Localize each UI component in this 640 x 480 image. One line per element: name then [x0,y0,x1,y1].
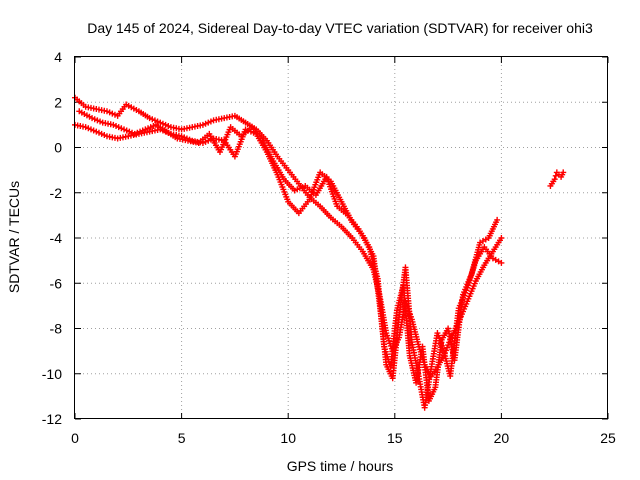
y-tick-label: -4 [50,230,63,246]
y-tick-label: 0 [54,140,62,156]
plot-frame [74,56,608,419]
data-point [498,235,505,241]
y-tick-label: -6 [50,275,63,291]
data-point [494,216,501,223]
y-tick-label: -12 [42,411,62,427]
y-tick-label: -2 [50,185,63,201]
y-tick-label: 2 [54,94,62,110]
x-axis-label: GPS time / hours [287,458,394,474]
x-tick-label: 10 [280,430,296,446]
axis-ticks [74,56,609,420]
x-tick-label: 0 [71,430,79,446]
x-tick-label: 15 [387,430,403,446]
data-point [560,169,567,176]
data-point [498,259,505,266]
y-tick-label: -8 [50,321,63,337]
chart-title: Day 145 of 2024, Sidereal Day-to-day VTE… [87,20,593,36]
x-tick-label: 5 [178,430,186,446]
x-tick-label: 25 [600,430,616,446]
y-axis-label: SDTVAR / TECUs [6,181,22,293]
x-tick-label: 20 [494,430,510,446]
tick-labels: 0 5 10 15 20 25 -12 -10 -8 -6 -4 -2 0 2 4 [42,49,616,446]
data-points [72,94,567,411]
data-point-interp [552,172,559,179]
grid-lines [75,57,608,419]
y-tick-label: -10 [42,366,62,382]
data-point [551,176,558,183]
y-tick-label: 4 [54,49,62,65]
